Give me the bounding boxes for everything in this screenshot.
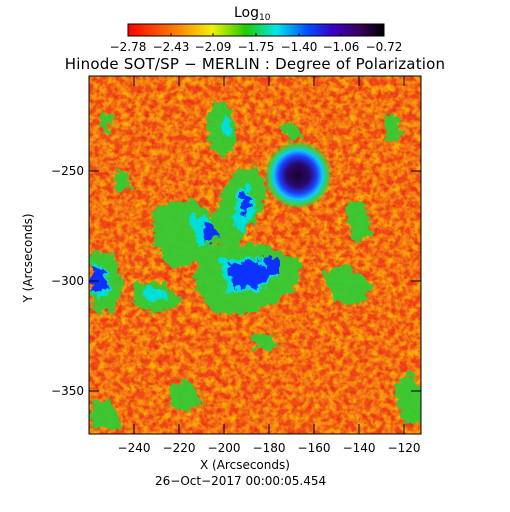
observation-date: 26−Oct−2017 00:00:05.454	[155, 474, 327, 488]
plot-frame	[88, 75, 422, 435]
colorbar-tick-marks	[127, 33, 385, 36]
x-tick-label: −180	[252, 441, 286, 455]
y-tick-label: −250	[51, 164, 84, 178]
network-regions	[89, 95, 421, 425]
x-tick-label: −140	[342, 441, 376, 455]
colorbar-tick-label: −2.43	[152, 40, 190, 54]
x-tick-label: −160	[297, 441, 331, 455]
x-tick-label: −240	[117, 441, 151, 455]
polarization-map	[89, 76, 421, 434]
x-tick-label: −200	[207, 441, 241, 455]
axis-ticks	[89, 76, 421, 434]
x-tick-label: −120	[387, 441, 421, 455]
colorbar-tick-label: −1.40	[280, 40, 318, 54]
x-axis-title: X (Arcseconds)	[200, 458, 290, 472]
plot-title: Hinode SOT/SP − MERLIN : Degree of Polar…	[64, 55, 446, 73]
colorbar-tick-label: −1.75	[237, 40, 275, 54]
colorbar-title: Log10	[234, 6, 270, 25]
colorbar-title-subscript: 10	[259, 13, 271, 23]
y-tick-label: −300	[51, 274, 84, 288]
colorbar-tick-label: −2.09	[194, 40, 232, 54]
y-tick-label: −350	[51, 384, 84, 398]
sunspot	[264, 141, 332, 209]
y-axis-title: Y (Arcseconds)	[21, 213, 35, 303]
x-tick-label: −220	[162, 441, 196, 455]
colorbar-tick-label: −1.06	[322, 40, 360, 54]
colorbar-tick-label: −2.78	[109, 40, 147, 54]
colorbar-tick-labels: −2.78 −2.43 −2.09 −1.75 −1.40 −1.06 −0.7…	[106, 40, 406, 54]
colorbar-title-main: Log	[234, 5, 260, 21]
colorbar-tick-label: −0.72	[365, 40, 403, 54]
